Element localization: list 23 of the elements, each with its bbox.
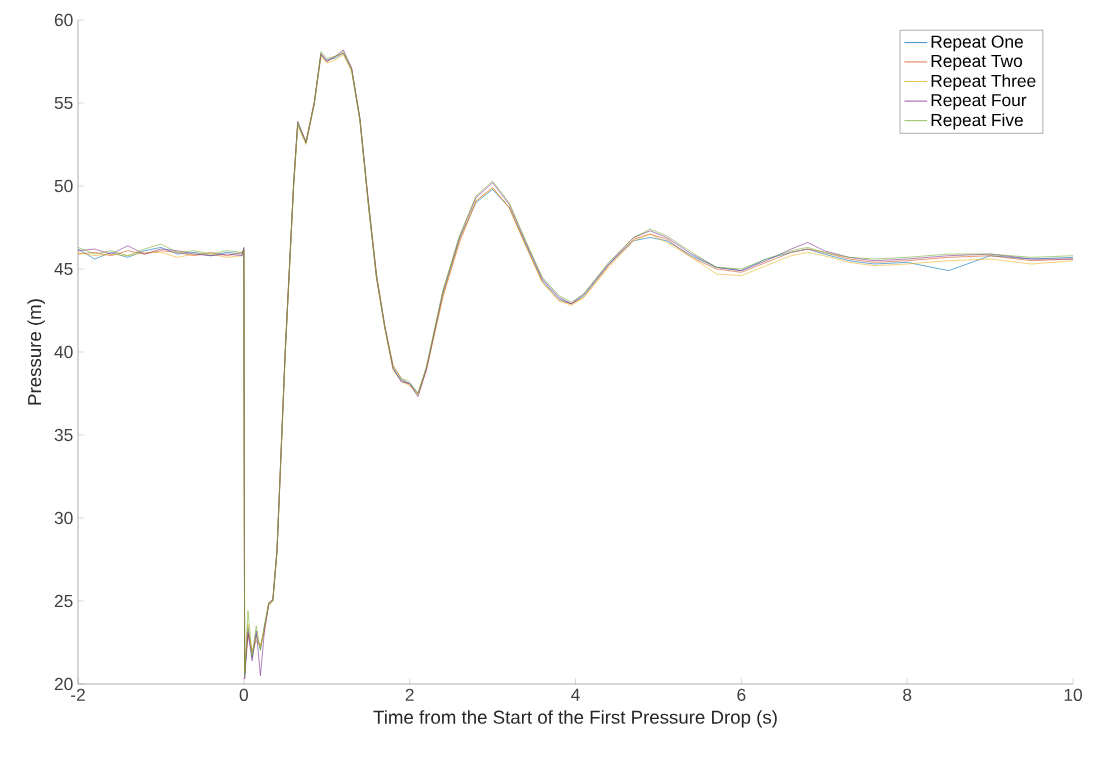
y-axis-title: Pressure (m) — [27, 299, 45, 405]
y-tick-label: 20 — [54, 677, 73, 691]
y-tick-label: 55 — [54, 96, 73, 110]
legend-label: Repeat One — [931, 35, 1023, 52]
x-tick-label: 8 — [903, 688, 912, 701]
x-tick-label: 6 — [737, 688, 746, 701]
y-tick-label: 40 — [54, 345, 73, 359]
y-tick-label: 30 — [54, 511, 73, 525]
x-tick-label: 4 — [571, 688, 580, 701]
legend-label: Repeat Four — [931, 94, 1027, 110]
y-tick-label: 50 — [54, 179, 73, 193]
legend-label: Repeat Two — [931, 55, 1022, 71]
y-tick-label: 35 — [54, 428, 73, 442]
legend-label: Repeat Five — [931, 113, 1023, 130]
y-tick-label: 25 — [54, 594, 73, 608]
x-tick-label: 2 — [405, 688, 414, 701]
x-tick-label: -2 — [71, 688, 85, 701]
y-tick-label: 45 — [54, 262, 73, 276]
x-tick-label: 10 — [1064, 688, 1082, 701]
x-tick-label: 0 — [239, 688, 248, 701]
legend-label: Repeat Three — [931, 74, 1036, 91]
y-tick-label: 60 — [54, 13, 73, 27]
x-axis-title: Time from the Start of the First Pressure Drop (s) — [373, 710, 777, 728]
